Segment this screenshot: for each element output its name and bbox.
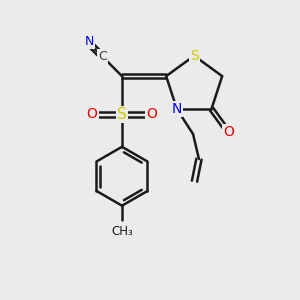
Text: CH₃: CH₃ bbox=[111, 225, 133, 238]
Text: O: O bbox=[147, 107, 158, 122]
Text: O: O bbox=[86, 107, 98, 122]
Text: N: N bbox=[172, 102, 182, 116]
Text: N: N bbox=[85, 35, 94, 48]
Text: S: S bbox=[117, 107, 127, 122]
Text: O: O bbox=[223, 125, 234, 139]
Text: S: S bbox=[190, 49, 199, 63]
Text: C: C bbox=[98, 50, 107, 64]
